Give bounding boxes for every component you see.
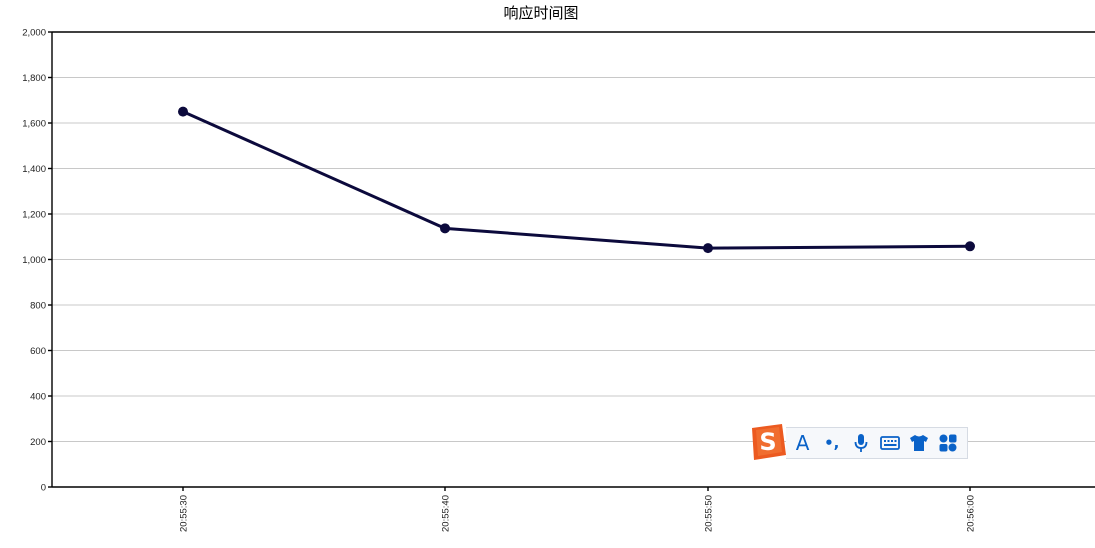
data-point xyxy=(965,241,975,252)
x-tick-label: 20:55:50 xyxy=(704,495,715,532)
sogou-logo-icon[interactable]: S xyxy=(748,423,788,461)
svg-text:S: S xyxy=(759,428,776,456)
y-tick-label: 600 xyxy=(30,346,46,357)
gridlines xyxy=(52,77,1095,442)
y-tick-label: 200 xyxy=(30,437,46,448)
input-mode-icon[interactable]: A xyxy=(791,431,815,455)
ime-button-strip: A •, xyxy=(786,427,968,459)
data-point xyxy=(703,243,713,254)
x-tick-label: 20:55:30 xyxy=(179,495,190,532)
keyboard-icon[interactable] xyxy=(878,431,902,455)
y-tick-label: 1,600 xyxy=(22,119,46,130)
x-tick-label: 20:55:40 xyxy=(441,495,452,532)
y-tick-label: 2,000 xyxy=(22,28,46,39)
y-tick-label: 0 xyxy=(41,483,46,494)
series-line xyxy=(182,110,971,250)
toolbox-icon[interactable] xyxy=(936,431,960,455)
ime-toolbar[interactable]: S A •, xyxy=(748,423,968,461)
data-point xyxy=(178,106,188,117)
microphone-icon[interactable] xyxy=(849,431,873,455)
series-group xyxy=(178,106,975,254)
y-tick-label: 1,800 xyxy=(22,73,46,84)
x-axis-ticks: 20:55:30 20:55:40 20:55:50 20:56:00 xyxy=(179,487,977,532)
y-tick-label: 800 xyxy=(30,301,46,312)
data-point xyxy=(440,223,450,234)
y-tick-label: 1,400 xyxy=(22,164,46,175)
chart-title: 响应时间图 xyxy=(503,4,578,22)
skin-shirt-icon[interactable] xyxy=(907,431,931,455)
y-axis-ticks: 0 200 400 600 800 1,000 1,200 1,400 1,600 1,800 2,… xyxy=(22,28,52,494)
y-tick-label: 400 xyxy=(30,392,46,403)
y-tick-label: 1,200 xyxy=(22,210,46,221)
y-tick-label: 1,000 xyxy=(22,255,46,266)
x-tick-label: 20:56:00 xyxy=(966,495,977,532)
punctuation-label: •, xyxy=(824,433,840,452)
input-mode-label: A xyxy=(795,431,810,455)
punctuation-icon[interactable]: •, xyxy=(820,431,844,455)
